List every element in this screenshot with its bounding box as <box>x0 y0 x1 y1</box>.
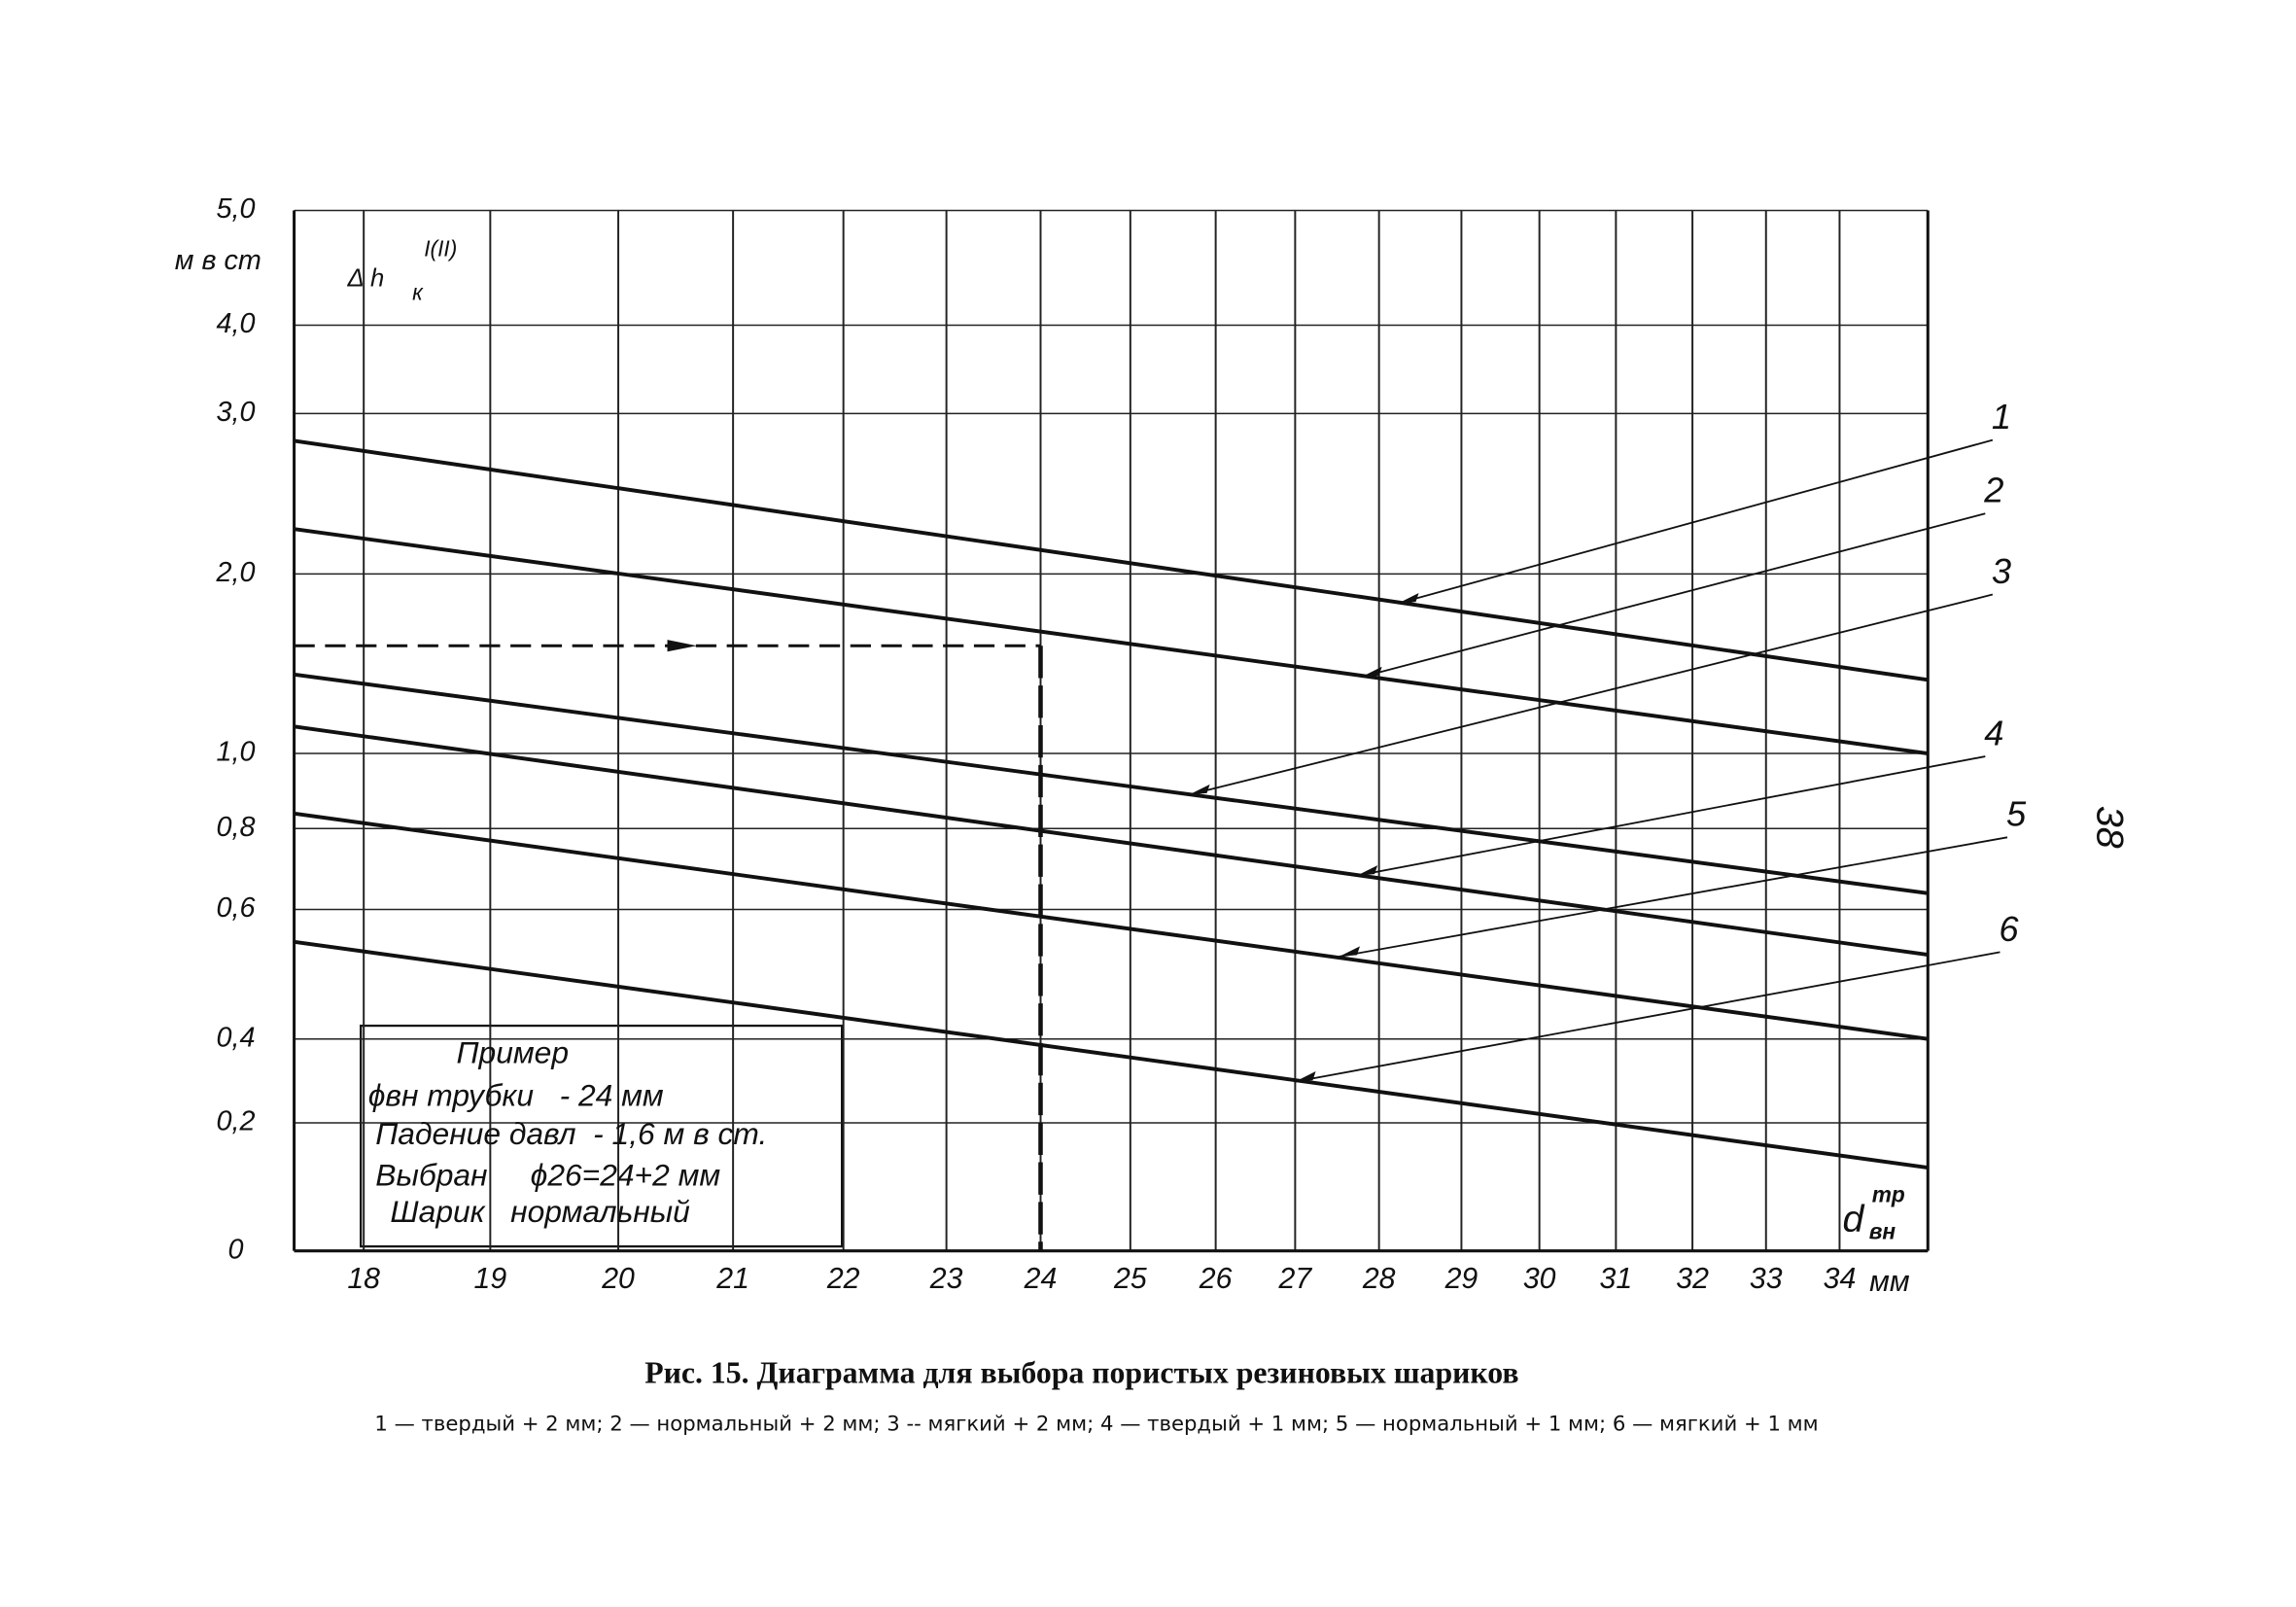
leader-arrow <box>1356 865 1378 876</box>
leader-line <box>1295 951 2000 1083</box>
example-text: Пример <box>457 1035 569 1070</box>
x-unit: мм <box>1869 1266 1910 1298</box>
example-text: ϕвн трубки - 24 мм <box>368 1078 664 1113</box>
y-tick-label: 0 <box>227 1234 243 1265</box>
x-tick-label: 34 <box>1824 1263 1857 1295</box>
x-tick-label: 20 <box>601 1263 635 1295</box>
example-text: Шарик нормальный <box>390 1194 690 1229</box>
series-label: 4 <box>1984 713 2003 752</box>
series-line <box>294 438 1929 682</box>
x-tick-label: 22 <box>826 1263 860 1295</box>
y-symbol-sup: I(II) <box>424 235 457 261</box>
y-tick-label: 5,0 <box>216 193 255 225</box>
series-line <box>294 939 1929 1170</box>
x-tick-label: 19 <box>474 1263 507 1295</box>
series-line <box>294 672 1929 895</box>
series-line <box>294 724 1929 958</box>
leader-arrow <box>1189 784 1210 795</box>
series-label: 5 <box>2006 794 2027 834</box>
x-tick-label: 30 <box>1523 1263 1556 1295</box>
leader-line <box>1189 593 1994 796</box>
series-label: 6 <box>1999 909 2019 949</box>
x-tick-label: 21 <box>715 1263 749 1295</box>
leader-arrow <box>1339 946 1360 957</box>
series-label: 3 <box>1992 551 2011 591</box>
x-tick-label: 23 <box>929 1263 963 1295</box>
example-text: Выбран ϕ26=24+2 мм <box>375 1157 720 1192</box>
series-line <box>294 527 1929 755</box>
y-tick-label: 4,0 <box>216 308 255 339</box>
y-symbol-sub: к <box>412 280 424 305</box>
example-arrow <box>667 640 697 652</box>
y-tick-label: 0,4 <box>216 1022 255 1053</box>
leader-arrow <box>1295 1071 1316 1082</box>
y-unit: м в ст <box>175 245 261 276</box>
x-symbol: d <box>1842 1198 1864 1240</box>
x-tick-label: 25 <box>1113 1263 1147 1295</box>
page-number: 38 <box>2089 806 2132 849</box>
x-tick-label: 26 <box>1199 1263 1233 1295</box>
leader-line <box>1356 755 1986 877</box>
x-tick-label: 27 <box>1278 1263 1313 1295</box>
y-tick-label: 3,0 <box>216 397 255 428</box>
series-label: 1 <box>1992 397 2011 437</box>
series-label: 2 <box>1983 471 2003 510</box>
y-tick-label: 1,0 <box>216 737 255 768</box>
x-tick-label: 33 <box>1750 1263 1783 1295</box>
x-tick-label: 29 <box>1444 1263 1478 1295</box>
figure-title: Рис. 15. Диаграмма для выбора пористых р… <box>644 1356 1518 1390</box>
y-tick-label: 2,0 <box>215 557 255 588</box>
x-tick-label: 32 <box>1676 1263 1709 1295</box>
figure-caption: 1 — твердый + 2 мм; 2 — нормальный + 2 м… <box>374 1411 1818 1435</box>
leader-line <box>1398 438 1994 605</box>
y-tick-label: 0,6 <box>216 892 255 924</box>
example-text: Падение давл - 1,6 м в ст. <box>375 1116 767 1151</box>
leader-arrow <box>1398 593 1419 604</box>
x-tick-label: 31 <box>1600 1263 1633 1295</box>
x-symbol-sup: тр <box>1872 1182 1905 1207</box>
x-tick-label: 18 <box>347 1263 380 1295</box>
leader-line <box>1361 512 1986 679</box>
series-line <box>294 811 1929 1041</box>
leader-line <box>1339 836 2008 958</box>
y-tick-label: 0,8 <box>216 812 255 843</box>
y-symbol-delta: Δ h <box>347 264 385 292</box>
y-tick-label: 0,2 <box>216 1106 255 1137</box>
x-tick-label: 28 <box>1362 1263 1396 1295</box>
x-tick-label: 24 <box>1024 1263 1058 1295</box>
x-symbol-sub: вн <box>1869 1219 1896 1244</box>
example-box <box>360 1024 844 1248</box>
